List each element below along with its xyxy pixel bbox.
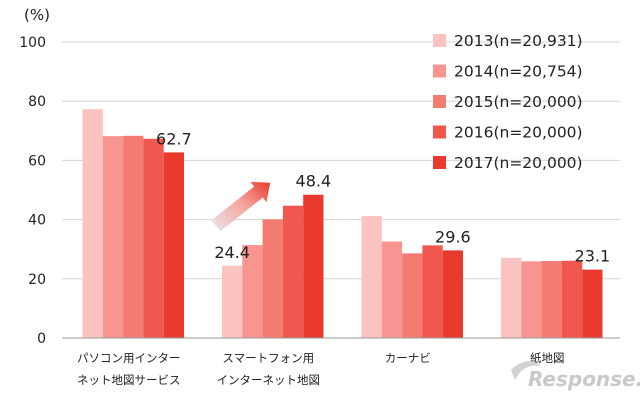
bar xyxy=(541,261,562,338)
category-label: 紙地図 xyxy=(530,351,565,365)
bar xyxy=(561,260,583,338)
category-label: ネット地図サービス xyxy=(77,373,181,387)
y-axis: 0 20 40 60 80 100 xyxy=(19,35,46,347)
category-label: パソコン用インター xyxy=(77,351,181,365)
legend-label: 2013(n=20,931) xyxy=(454,32,583,50)
y-tick-label: 80 xyxy=(28,94,46,110)
data-label: 24.4 xyxy=(214,243,250,262)
watermark: Response. xyxy=(511,361,640,391)
legend-label: 2017(n=20,000) xyxy=(454,154,583,172)
bar xyxy=(442,250,463,338)
bar xyxy=(82,109,103,338)
bar xyxy=(402,253,423,338)
bar xyxy=(501,257,522,338)
legend-swatch xyxy=(433,156,446,169)
category-label: スマートフォン用 xyxy=(222,351,314,365)
legend-label: 2016(n=20,000) xyxy=(454,124,583,142)
y-tick-label: 60 xyxy=(28,153,46,169)
legend-swatch xyxy=(433,125,446,139)
trend-arrow-shape xyxy=(211,181,271,232)
data-label: 62.7 xyxy=(156,129,192,148)
bar-series xyxy=(82,109,603,338)
data-label: 23.1 xyxy=(575,247,611,266)
bar xyxy=(282,205,304,338)
bar xyxy=(303,194,324,338)
bar xyxy=(582,269,603,338)
legend-swatch xyxy=(433,34,446,47)
watermark-swoosh-icon xyxy=(511,361,540,380)
bar xyxy=(361,216,382,338)
bar xyxy=(163,152,184,338)
category-label: インターネット地図 xyxy=(217,373,321,387)
legend-swatch xyxy=(433,95,446,108)
y-unit-label: (%) xyxy=(24,6,50,24)
bar xyxy=(123,135,144,338)
legend-label: 2014(n=20,754) xyxy=(454,63,583,81)
bar xyxy=(242,245,263,338)
bar xyxy=(422,245,443,338)
watermark-text: Response. xyxy=(528,367,640,391)
y-tick-label: 0 xyxy=(37,331,46,347)
data-label: 48.4 xyxy=(296,172,332,191)
bar xyxy=(222,265,243,338)
data-label: 29.6 xyxy=(435,227,471,246)
data-labels: 62.7 24.4 48.4 29.6 23.1 xyxy=(156,129,610,265)
bar xyxy=(143,138,164,338)
bar xyxy=(262,219,283,338)
legend-swatch xyxy=(433,64,446,78)
trend-arrow-icon xyxy=(211,181,271,232)
y-tick-label: 100 xyxy=(19,35,46,51)
bar xyxy=(521,261,542,338)
category-label: カーナビ xyxy=(385,351,431,365)
legend-label: 2015(n=20,000) xyxy=(454,93,583,111)
bar xyxy=(102,136,124,338)
y-tick-label: 20 xyxy=(28,272,46,288)
y-tick-label: 40 xyxy=(28,213,46,229)
bar xyxy=(381,241,403,338)
legend: 2013(n=20,931) 2014(n=20,754) 2015(n=20,00… xyxy=(433,32,583,172)
